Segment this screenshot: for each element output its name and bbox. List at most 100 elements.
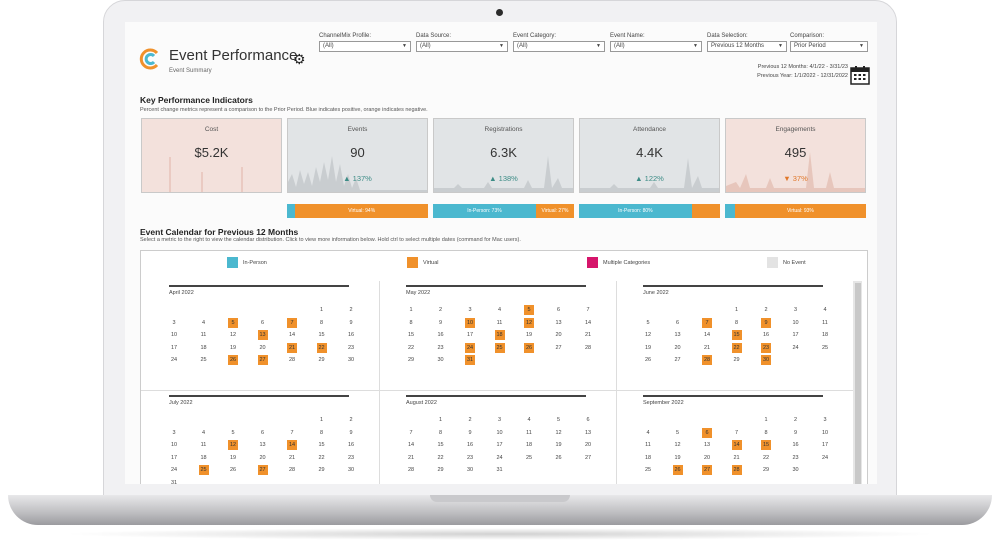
calendar-day[interactable]: 1 <box>764 417 768 423</box>
calendar-day[interactable]: 3 <box>172 319 176 326</box>
data-source-select[interactable]: (All) ▼ <box>416 41 508 52</box>
calendar-day-event[interactable]: 18 <box>494 330 505 341</box>
calendar-day[interactable]: 20 <box>703 454 711 461</box>
legend-no-event[interactable]: No Event <box>767 257 806 269</box>
calendar-day[interactable]: 18 <box>525 442 533 449</box>
calendar-day[interactable]: 13 <box>584 429 592 436</box>
calendar-day[interactable]: 19 <box>525 332 533 339</box>
calendar-day[interactable]: 17 <box>792 332 799 339</box>
calendar-day[interactable]: 19 <box>229 454 237 461</box>
calendar-day[interactable]: 12 <box>229 332 237 339</box>
calendar-day[interactable]: 11 <box>200 442 207 449</box>
kpi-card-events[interactable]: Events 90 ▲ 137% <box>287 118 428 193</box>
calendar-day[interactable]: 24 <box>496 454 503 461</box>
calendar-day[interactable]: 25 <box>525 454 533 461</box>
virtual-segment[interactable]: Virtual: 94% <box>295 204 428 218</box>
calendar-day[interactable]: 3 <box>823 417 827 423</box>
calendar-day[interactable]: 5 <box>646 319 650 326</box>
in-person-segment[interactable]: In-Person: 73% <box>433 204 536 218</box>
calendar-day[interactable]: 25 <box>200 357 207 364</box>
calendar-day[interactable]: 26 <box>229 467 237 474</box>
calendar-day[interactable]: 6 <box>675 319 680 326</box>
calendar-day[interactable]: 8 <box>764 429 768 436</box>
events-split-bar[interactable]: Virtual: 94% <box>287 204 428 218</box>
calendar-day[interactable]: 2 <box>438 307 443 313</box>
in-person-segment[interactable]: In-Person: 80% <box>579 204 692 218</box>
calendar-day[interactable]: 9 <box>349 319 353 326</box>
calendar-day[interactable]: 4 <box>646 429 650 436</box>
calendar-day[interactable]: 3 <box>172 429 176 436</box>
calendar-day[interactable]: 10 <box>170 332 178 339</box>
calendar-day[interactable]: 10 <box>170 442 178 449</box>
calendar-day[interactable]: 30 <box>792 467 799 474</box>
calendar-day[interactable]: 23 <box>347 344 355 351</box>
calendar-day[interactable]: 4 <box>497 307 502 313</box>
calendar-day[interactable]: 13 <box>259 442 266 449</box>
calendar-day-event[interactable]: 10 <box>465 317 475 328</box>
calendar-day[interactable]: 14 <box>288 332 296 339</box>
calendar-day-event[interactable]: 26 <box>672 465 683 476</box>
calendar-day[interactable]: 20 <box>555 332 562 339</box>
virtual-segment[interactable] <box>691 204 720 218</box>
calendar-day[interactable]: 8 <box>734 319 739 326</box>
calendar-day[interactable]: 26 <box>555 454 562 461</box>
calendar-day[interactable]: 22 <box>318 454 325 461</box>
calendar-day[interactable]: 4 <box>527 417 531 423</box>
calendar-day[interactable]: 19 <box>644 344 652 351</box>
calendar-day[interactable]: 6 <box>586 417 590 423</box>
calendar-day[interactable]: 25 <box>644 467 652 474</box>
calendar-day[interactable]: 4 <box>201 319 206 326</box>
calendar-day-event[interactable]: 26 <box>524 342 534 353</box>
calendar-day[interactable]: 27 <box>584 454 592 461</box>
event-name-select[interactable]: (All) ▼ <box>610 41 702 52</box>
calendar-day[interactable]: 4 <box>823 307 827 313</box>
calendar-day[interactable]: 2 <box>793 417 798 423</box>
calendar-day[interactable]: 9 <box>793 429 798 436</box>
calendar-day[interactable]: 11 <box>526 429 532 436</box>
calendar-day[interactable]: 30 <box>466 467 474 474</box>
calendar-day-event[interactable]: 12 <box>228 440 238 451</box>
calendar-day[interactable]: 19 <box>229 344 237 351</box>
calendar-day[interactable]: 20 <box>259 344 266 351</box>
calendar-day-event[interactable]: 15 <box>761 440 771 451</box>
calendar-day[interactable]: 20 <box>259 454 266 461</box>
calendar-day-event[interactable]: 25 <box>494 342 505 353</box>
calendar-day[interactable]: 14 <box>584 319 592 326</box>
kpi-card-registrations[interactable]: Registrations 6.3K ▲ 138% <box>433 118 574 193</box>
calendar-day[interactable]: 19 <box>674 454 681 461</box>
calendar-day[interactable]: 9 <box>438 319 443 326</box>
calendar-day[interactable]: 10 <box>792 319 799 326</box>
calendar-day[interactable]: 31 <box>170 480 178 484</box>
calendar-day[interactable]: 8 <box>409 319 413 326</box>
calendar-day[interactable]: 11 <box>645 442 651 449</box>
calendar-day[interactable]: 12 <box>555 429 562 436</box>
calendar-day[interactable]: 27 <box>555 344 562 351</box>
calendar-day[interactable]: 23 <box>437 344 444 351</box>
calendar-day-event[interactable]: 26 <box>228 355 238 366</box>
calendar-day[interactable]: 29 <box>318 357 325 364</box>
calendar-day[interactable]: 23 <box>466 454 474 461</box>
calendar-scroll-thumb[interactable] <box>855 283 861 484</box>
calendar-day[interactable]: 13 <box>674 332 681 339</box>
calendar-day[interactable]: 17 <box>821 442 829 449</box>
calendar-day[interactable]: 20 <box>674 344 681 351</box>
calendar-day[interactable]: 28 <box>288 357 296 364</box>
calendar-day[interactable]: 8 <box>438 429 443 436</box>
calendar-day[interactable]: 18 <box>200 344 207 351</box>
calendar-day-event[interactable]: 28 <box>702 355 712 366</box>
calendar-day-event[interactable]: 27 <box>702 465 712 476</box>
calendar-day-event[interactable]: 12 <box>524 317 534 328</box>
calendar-day-event[interactable]: 28 <box>731 465 742 476</box>
calendar-day[interactable]: 17 <box>170 344 178 351</box>
calendar-day[interactable]: 20 <box>584 442 592 449</box>
engagements-split-bar[interactable]: Virtual: 93% <box>725 204 866 218</box>
calendar-day[interactable]: 6 <box>260 429 265 436</box>
calendar-day[interactable]: 5 <box>231 429 235 436</box>
calendar-day[interactable]: 28 <box>584 344 592 351</box>
legend-in-person[interactable]: In-Person <box>227 257 267 269</box>
calendar-day[interactable]: 21 <box>733 454 740 461</box>
calendar-day[interactable]: 24 <box>792 344 799 351</box>
calendar-day[interactable]: 1 <box>319 417 324 423</box>
calendar-day[interactable]: 14 <box>407 442 415 449</box>
calendar-icon[interactable] <box>850 65 870 85</box>
